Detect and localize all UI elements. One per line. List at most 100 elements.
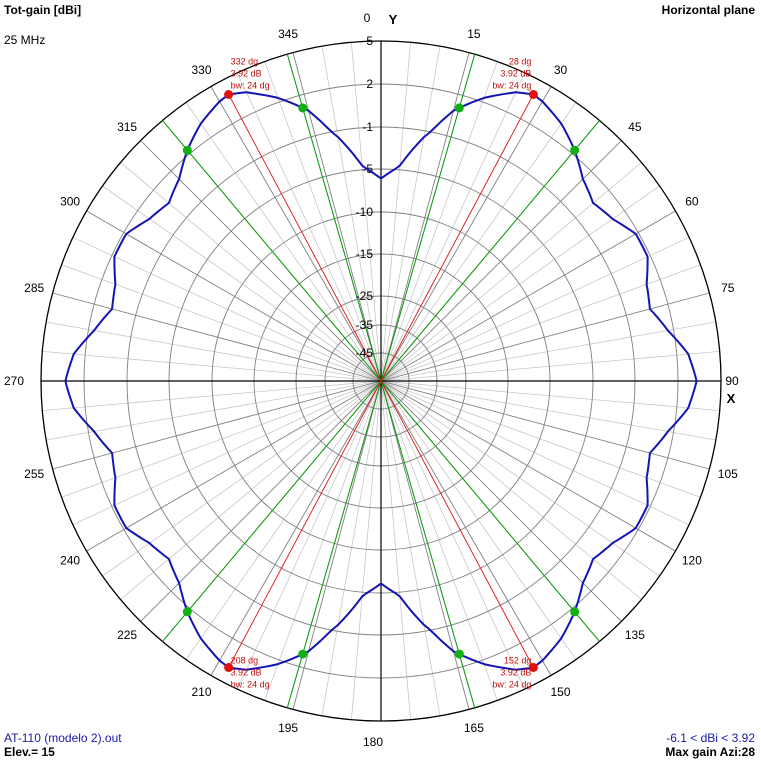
max-lobe-marker [528, 663, 538, 672]
frequency-label: 25 MHz [4, 33, 46, 47]
max-lobe-annotation: 208 dg [231, 656, 259, 666]
grid-spoke-minor [380, 380, 577, 660]
chart-title: Tot-gain [dBi] [4, 3, 82, 17]
max-lobe-annotation: 152 dg [504, 656, 532, 666]
max-lobe-annotation: 3.92 dB [231, 69, 262, 79]
angle-tick-label: 30 [554, 63, 568, 77]
elevation-label: Elev.= 15 [4, 745, 55, 759]
grid-spoke-major [380, 380, 552, 676]
angle-tick-label: 45 [628, 120, 642, 134]
radial-scale-label: -45 [356, 346, 374, 360]
grid-spoke-minor [321, 46, 382, 382]
max-lobe-line [228, 380, 382, 669]
grid-spoke-minor [380, 380, 441, 716]
angle-tick-label: 15 [467, 27, 481, 41]
angle-tick-label: 210 [191, 685, 211, 699]
grid-spoke-minor [380, 264, 701, 382]
grid-spoke-minor [380, 380, 498, 701]
radial-scale-label: 5 [366, 34, 373, 48]
grid-spoke-minor [120, 380, 382, 600]
grid-spoke-major [380, 380, 710, 470]
grid-spoke-minor [380, 380, 526, 690]
gain-range-label: -6.1 < dBi < 3.92 [666, 731, 755, 745]
grid-spoke-minor [321, 380, 382, 716]
grid-spoke-minor [61, 264, 382, 382]
grid-spoke-major [210, 86, 382, 382]
angle-tick-label: 300 [60, 195, 80, 209]
max-lobe-annotation: 3.92 dB [500, 69, 531, 79]
half-power-marker [454, 103, 464, 113]
grid-spoke-major [140, 140, 382, 382]
grid-spoke-minor [380, 72, 526, 382]
grid-spoke-major [210, 380, 382, 676]
angle-tick-label: 150 [550, 685, 570, 699]
max-lobe-annotation: bw: 24 dg [231, 81, 270, 91]
max-lobe-annotation: bw: 24 dg [492, 81, 531, 91]
grid-spoke-major [380, 86, 552, 382]
grid-spoke-minor [42, 351, 382, 382]
angle-tick-label: 240 [60, 554, 80, 568]
plane-label: Horizontal plane [661, 3, 755, 17]
grid-spoke-major [380, 380, 470, 710]
grid-spoke-minor [351, 42, 382, 382]
grid-spoke-minor [46, 321, 382, 382]
angle-tick-label: 135 [625, 628, 645, 642]
grid-spoke-minor [72, 380, 382, 526]
max-lobe-marker [224, 663, 234, 672]
angle-tick-label: 75 [721, 281, 735, 295]
grid-spoke-major [380, 292, 710, 382]
grid-spoke-major [86, 210, 382, 382]
radial-scale-label: 2 [366, 77, 373, 91]
grid-spoke-major [52, 292, 382, 382]
grid-spoke-major [292, 52, 382, 382]
angle-tick-label: 90 [725, 374, 739, 388]
grid-spoke-major [292, 380, 382, 710]
grid-spoke-major [86, 380, 382, 552]
grid-spoke-minor [42, 380, 382, 411]
half-power-marker [182, 607, 192, 617]
max-lobe-annotation: 28 dg [509, 57, 532, 67]
angle-tick-label: 120 [682, 554, 702, 568]
angle-tick-label: 165 [464, 721, 484, 735]
grid-spoke-major [380, 140, 622, 382]
grid-spoke-minor [380, 380, 690, 526]
max-lobe-annotation: 332 dg [231, 57, 259, 67]
half-power-marker [570, 145, 580, 155]
half-power-marker [454, 649, 464, 659]
grid-spoke-minor [380, 61, 498, 382]
radial-scale-label: -10 [356, 205, 374, 219]
file-name-label: AT-110 (modelo 2).out [4, 731, 122, 745]
angle-tick-label: 285 [24, 281, 44, 295]
grid-spoke-minor [380, 46, 441, 382]
grid-spoke-minor [236, 72, 382, 382]
radial-scale-label: -15 [356, 247, 374, 261]
grid-spoke-minor [380, 321, 716, 382]
angle-tick-label: 330 [191, 63, 211, 77]
grid-spoke-minor [380, 380, 701, 498]
grid-spoke-minor [351, 380, 382, 720]
x-axis-label: X [727, 391, 736, 406]
radial-scale-label: -35 [356, 318, 374, 332]
grid-spoke-major [380, 52, 470, 382]
grid-spoke-minor [380, 380, 411, 720]
angle-tick-label: 105 [718, 467, 738, 481]
max-lobe-annotation: 3.92 dB [500, 668, 531, 678]
max-lobe-marker [528, 90, 538, 99]
grid-spoke-minor [380, 42, 411, 382]
half-power-marker [182, 145, 192, 155]
grid-spoke-minor [380, 380, 642, 600]
max-lobe-annotation: bw: 24 dg [231, 680, 270, 690]
angle-tick-label: 195 [278, 721, 298, 735]
max-lobe-line [380, 380, 534, 669]
angle-tick-label: 0 [364, 11, 371, 25]
angle-tick-label: 180 [363, 735, 383, 749]
grid-spoke-minor [264, 380, 382, 701]
grid-spoke-major [380, 380, 676, 552]
grid-spoke-minor [380, 380, 716, 441]
grid-spoke-minor [61, 380, 382, 498]
half-power-marker [298, 103, 308, 113]
grid-spoke-minor [380, 162, 642, 382]
max-lobe-annotation: bw: 24 dg [492, 680, 531, 690]
